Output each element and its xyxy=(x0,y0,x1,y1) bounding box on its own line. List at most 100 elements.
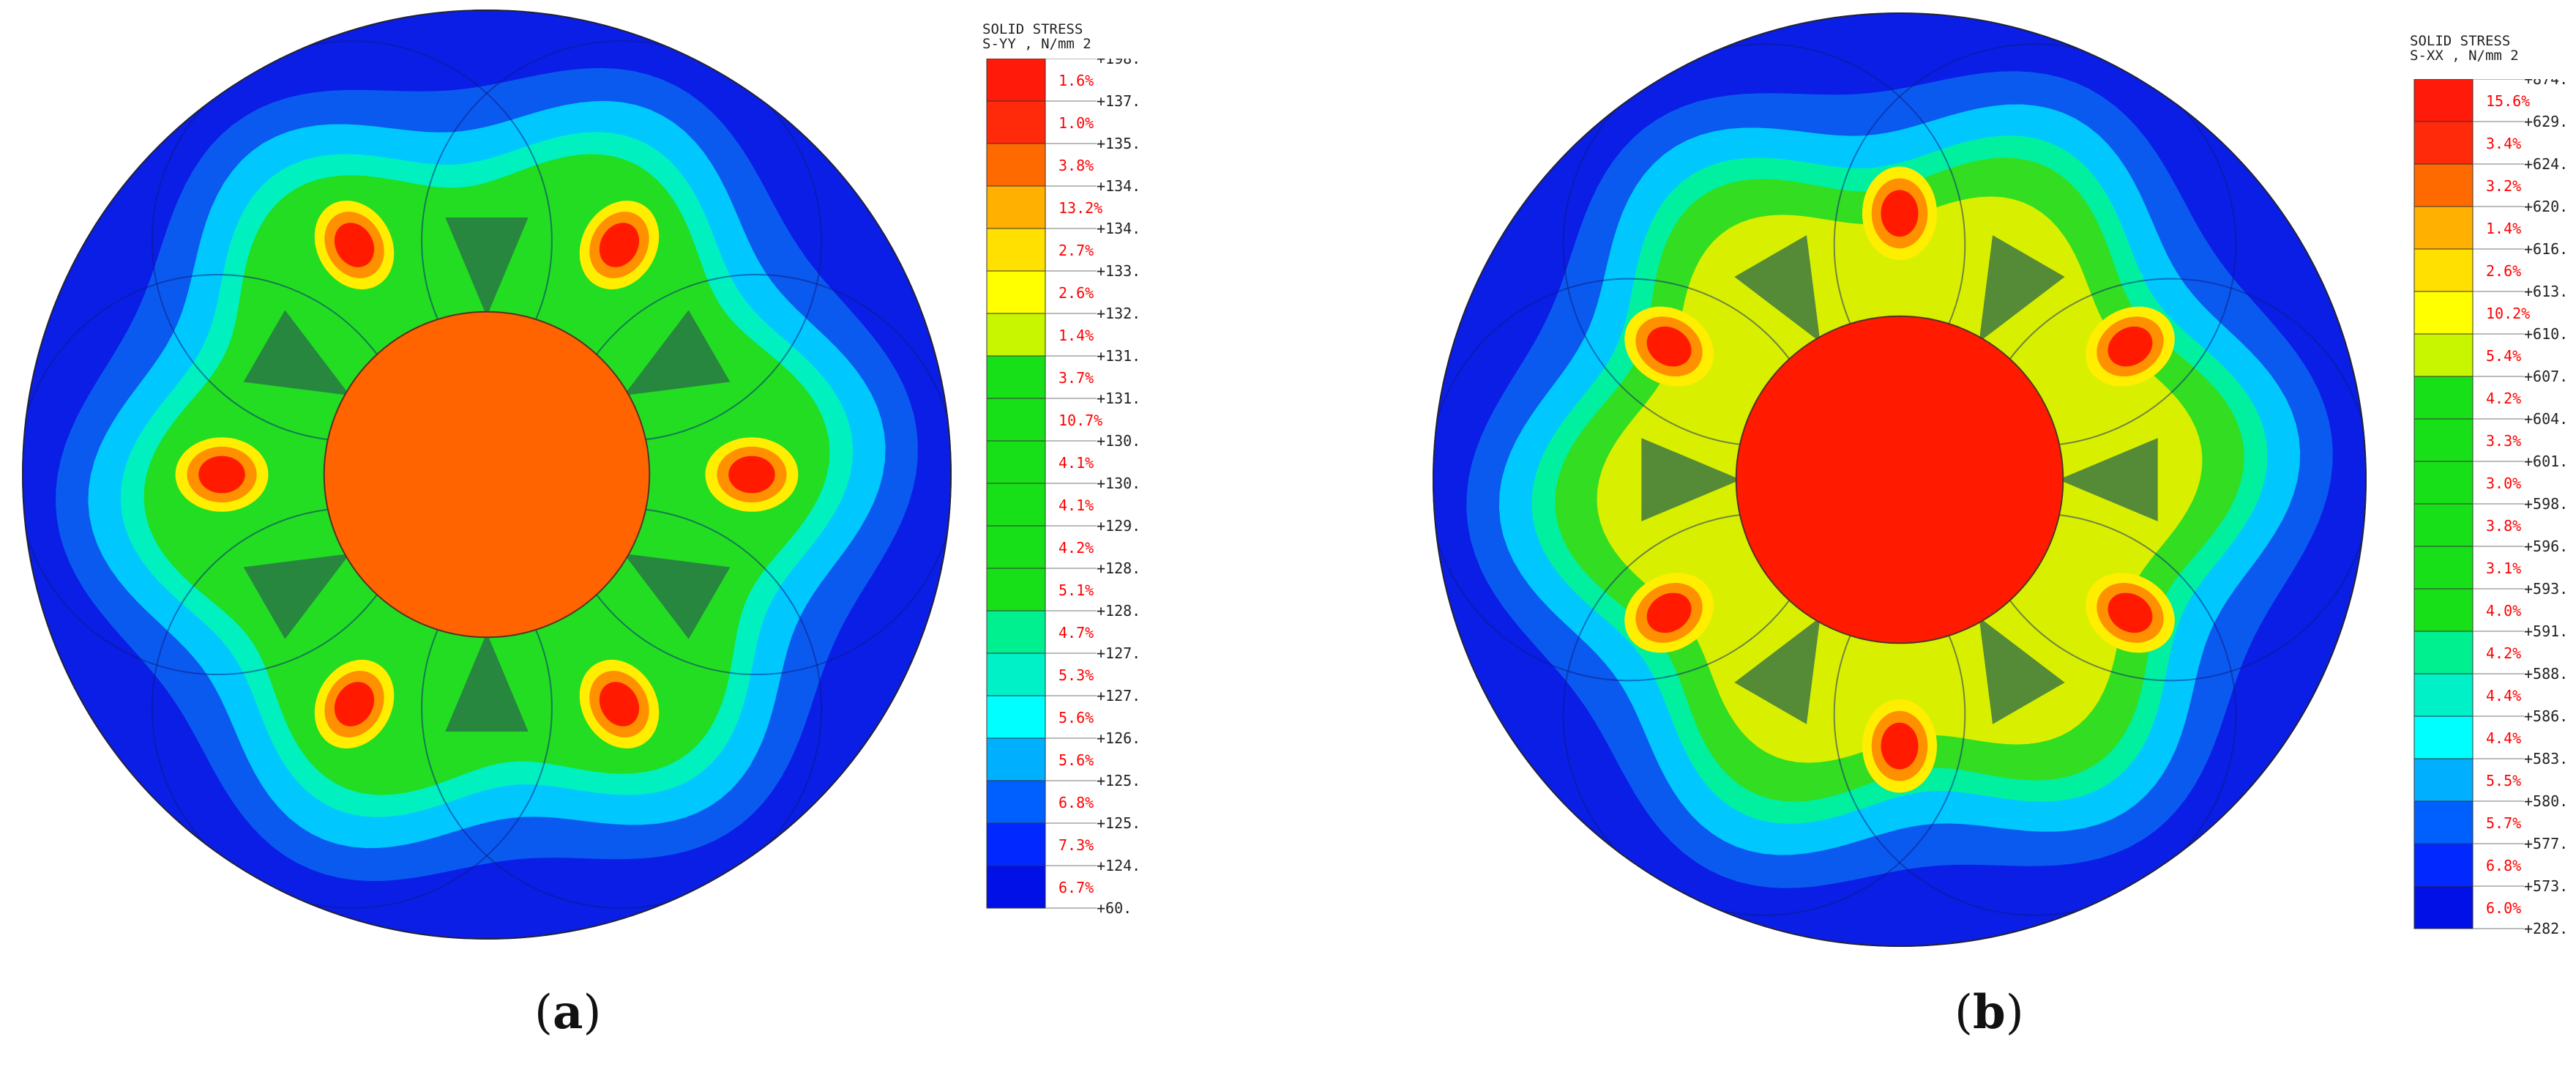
legend-level-label-b: +613. xyxy=(2524,283,2568,300)
interstitial-gap-b xyxy=(1979,617,2065,724)
legend-level-label-a: +128. xyxy=(1097,559,1140,577)
interstitial-gap-a xyxy=(445,217,529,317)
legend-percent-label-b: 4.0% xyxy=(2486,602,2521,620)
hotspot-core-b xyxy=(1646,592,1692,633)
legend-swatch-a xyxy=(986,185,1046,229)
legend-percent-label-b: 2.6% xyxy=(2486,262,2521,280)
legend-swatch-b xyxy=(2413,206,2474,250)
legend-swatch-a xyxy=(986,822,1046,866)
legend-level-label-b: +624. xyxy=(2524,155,2568,173)
legend-percent-label-b: 10.2% xyxy=(2486,305,2530,322)
legend-percent-label-b: 5.4% xyxy=(2486,347,2521,365)
legend-percent-label-a: 5.6% xyxy=(1059,709,1094,726)
hotspot-core-a xyxy=(334,682,375,726)
interstitial-gap-a xyxy=(243,553,351,639)
legend-percent-label-b: 4.4% xyxy=(2486,729,2521,747)
legend-swatch-b xyxy=(2413,121,2474,165)
legend-level-label-a: +60. xyxy=(1097,899,1132,917)
legend-percent-label-a: 6.7% xyxy=(1059,879,1094,896)
caption-close-b: ) xyxy=(2005,986,2024,1040)
legend-swatch-b xyxy=(2413,631,2474,674)
legend-swatch-a xyxy=(986,737,1046,781)
legend-percent-label-a: 4.1% xyxy=(1059,497,1094,514)
legend-percent-label-b: 6.8% xyxy=(2486,857,2521,874)
legend-level-label-a: +124. xyxy=(1097,857,1140,874)
legend-level-label-a: +125. xyxy=(1097,814,1140,832)
legend-percent-label-b: 3.1% xyxy=(2486,559,2521,577)
legend-percent-label-a: 2.7% xyxy=(1059,242,1094,259)
legend-swatch-a xyxy=(986,440,1046,484)
legend-level-label-a: +130. xyxy=(1097,432,1140,450)
legend-swatch-b xyxy=(2413,163,2474,207)
legend-percent-label-a: 4.2% xyxy=(1059,539,1094,557)
hotspot-core-a xyxy=(599,223,640,267)
caption-open-b: ( xyxy=(1955,986,1973,1040)
legend-title-line1-a: SOLID STRESS xyxy=(982,21,1083,37)
legend-percent-label-a: 3.7% xyxy=(1059,369,1094,387)
legend-level-label-a: +135. xyxy=(1097,135,1140,152)
legend-level-label-b: +601. xyxy=(2524,453,2568,470)
hotspot-core-a xyxy=(599,682,640,726)
legend-colorbar-a: +198. +137. +135. +134. +134. +133. +132. +131.… xyxy=(986,59,1140,917)
legend-swatch-a xyxy=(986,780,1046,824)
stress-contour-plot-a xyxy=(22,10,952,940)
legend-level-label-b: +607. xyxy=(2524,368,2568,385)
legend-swatch-b xyxy=(2413,546,2474,590)
caption-a: (a) xyxy=(534,985,601,1040)
legend-percent-label-a: 3.8% xyxy=(1059,157,1094,174)
legend-percent-label-b: 4.4% xyxy=(2486,687,2521,704)
caption-close-a: ) xyxy=(583,986,602,1040)
legend-level-label-b: +620. xyxy=(2524,198,2568,215)
legend-percent-label-b: 15.6% xyxy=(2486,92,2530,110)
panel-a: SOLID STRESS S-YY , N/mm 2 +198. +137. +13… xyxy=(22,10,1140,1040)
legend-title-line1-b: SOLID STRESS xyxy=(2410,33,2511,49)
legend-swatch-a xyxy=(986,59,1046,102)
hotspot-core-a xyxy=(728,456,775,494)
legend-percent-label-a: 13.2% xyxy=(1059,199,1102,217)
legend-swatch-b xyxy=(2413,885,2474,929)
legend-level-label-b: +604. xyxy=(2524,410,2568,428)
legend-level-label-a: +129. xyxy=(1097,517,1140,535)
legend-level-label-a: +131. xyxy=(1097,390,1140,407)
legend-percent-label-a: 2.6% xyxy=(1059,284,1094,302)
legend-percent-label-b: 3.3% xyxy=(2486,432,2521,450)
legend-percent-label-b: 1.4% xyxy=(2486,220,2521,237)
legend-level-label-b: +573. xyxy=(2524,877,2568,895)
stress-contour-plot-b xyxy=(1433,12,2367,947)
legend-swatch-b xyxy=(2413,79,2474,122)
legend-level-label-a: +127. xyxy=(1097,644,1140,662)
core-wire-a xyxy=(323,311,651,639)
legend-level-label-b: +610. xyxy=(2524,325,2568,343)
legend-swatch-b xyxy=(2413,715,2474,759)
legend-title-line2-a: S-YY , N/mm 2 xyxy=(982,36,1091,52)
legend-percent-label-a: 5.6% xyxy=(1059,751,1094,769)
legend-swatch-b xyxy=(2413,800,2474,844)
legend-title-line2-b: S-XX , N/mm 2 xyxy=(2410,48,2519,64)
legend-level-label-a: +128. xyxy=(1097,602,1140,620)
legend-swatch-a xyxy=(986,653,1046,696)
contour-layers-a xyxy=(22,10,952,940)
legend-level-label-a: +132. xyxy=(1097,305,1140,322)
legend-level-label-a: +126. xyxy=(1097,729,1140,747)
legend-percent-label-a: 1.4% xyxy=(1059,327,1094,344)
panel-b: SOLID STRESS S-XX , N/mm 2 +874. +629. +62… xyxy=(1420,0,2576,1067)
legend-percent-label-b: 3.0% xyxy=(2486,475,2521,492)
legend-swatch-a xyxy=(986,398,1046,442)
legend-swatch-a xyxy=(986,143,1046,187)
legend-level-label-b: +593. xyxy=(2524,580,2568,598)
legend-percent-label-a: 10.7% xyxy=(1059,412,1102,429)
hotspot-core-b xyxy=(1881,722,1919,770)
legend-level-label-a: +198. xyxy=(1097,59,1140,67)
legend-percent-label-b: 5.5% xyxy=(2486,772,2521,789)
hotspot-core-a xyxy=(198,456,245,494)
legend-level-label-b: +586. xyxy=(2524,707,2568,725)
legend-level-label-b: +629. xyxy=(2524,113,2568,130)
legend-swatch-b xyxy=(2413,673,2474,717)
hotspot-core-b xyxy=(1646,326,1692,367)
legend-swatch-b xyxy=(2413,503,2474,547)
legend-percent-label-b: 5.7% xyxy=(2486,814,2521,832)
legend-swatch-b xyxy=(2413,333,2474,377)
legend-level-label-b: +577. xyxy=(2524,835,2568,852)
legend-swatch-b xyxy=(2413,418,2474,462)
interstitial-gap-b xyxy=(1641,438,1741,521)
